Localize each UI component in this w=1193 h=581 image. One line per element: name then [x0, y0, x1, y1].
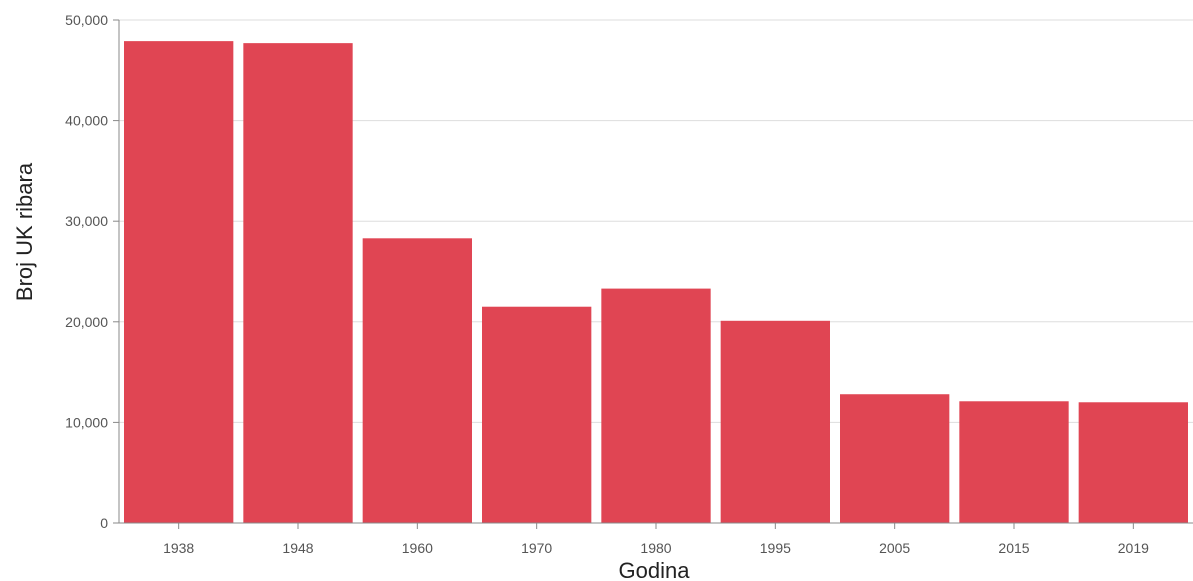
y-tick-label: 0 — [100, 515, 108, 531]
bar-1995 — [720, 320, 830, 523]
x-tick-label: 1938 — [163, 540, 194, 556]
x-tick-label: 1970 — [521, 540, 552, 556]
x-tick-label: 2005 — [879, 540, 910, 556]
y-tick-label: 10,000 — [65, 414, 108, 430]
y-tick-label: 30,000 — [65, 213, 108, 229]
bar-1960 — [362, 238, 472, 523]
x-tick-label: 1980 — [640, 540, 671, 556]
x-tick-label: 1995 — [760, 540, 791, 556]
x-tick-label: 2019 — [1118, 540, 1149, 556]
bar-1938 — [124, 41, 234, 523]
x-tick-labels: 1938 1948 1960 1970 1980 1995 2005 2015 2019 — [163, 523, 1149, 556]
y-tick-labels: 0 10,000 20,000 30,000 40,000 50,000 — [65, 12, 119, 531]
y-tick-label: 20,000 — [65, 314, 108, 330]
y-tick-label: 40,000 — [65, 113, 108, 129]
bar-2015 — [959, 401, 1069, 523]
bars — [124, 41, 1188, 523]
x-axis-title: Godina — [619, 558, 691, 581]
bar-1980 — [601, 288, 711, 523]
bar-2019 — [1078, 402, 1188, 523]
y-tick-label: 50,000 — [65, 12, 108, 28]
x-tick-label: 2015 — [998, 540, 1029, 556]
x-tick-label: 1948 — [282, 540, 313, 556]
bar-1948 — [243, 43, 353, 523]
x-tick-label: 1960 — [402, 540, 433, 556]
bar-1970 — [482, 306, 592, 523]
y-axis-title: Broj UK ribara — [12, 162, 37, 301]
bar-2005 — [840, 394, 950, 523]
